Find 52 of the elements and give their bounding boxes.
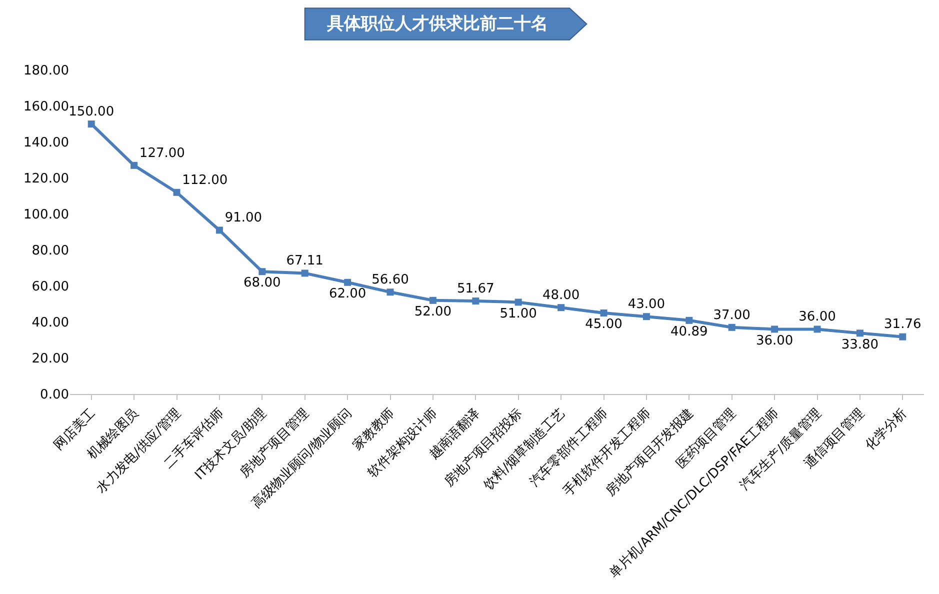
y-tick-label: 100.00 [24, 208, 69, 223]
point [728, 324, 736, 331]
text: 91.00 [224, 210, 262, 226]
text: 43.00 [628, 296, 666, 312]
text: 36.00 [798, 310, 836, 325]
text: 48.00 [542, 288, 580, 303]
y-tick-label: 180.00 [24, 64, 69, 79]
text: 51.00 [500, 306, 537, 322]
text: 112.00 [182, 172, 228, 188]
text: 31.76 [884, 317, 922, 332]
y-tick-label: 160.00 [24, 100, 69, 115]
chart-title: 具体职位人才供求比前二十名 [326, 14, 548, 34]
y-tick-label: 140.00 [24, 136, 69, 151]
point [472, 297, 480, 304]
y-tick-label: 80.00 [32, 244, 69, 259]
point [814, 326, 821, 333]
point [88, 120, 95, 128]
x-tick-label: 化学分析 [862, 406, 910, 454]
point [429, 296, 436, 304]
text: 62.00 [328, 286, 366, 302]
point [301, 270, 308, 277]
point [771, 326, 778, 333]
point [258, 268, 266, 276]
text: 150.00 [68, 104, 114, 120]
text: 45.00 [585, 317, 622, 332]
text: 67.11 [286, 254, 324, 269]
text: 51.67 [457, 281, 494, 296]
text: 40.89 [670, 324, 708, 340]
point [514, 298, 522, 306]
point [642, 313, 650, 320]
point [344, 278, 352, 286]
y-tick-label: 120.00 [24, 172, 69, 187]
y-tick-label: 40.00 [32, 316, 69, 331]
text: 36.00 [756, 333, 794, 348]
point [216, 226, 223, 234]
point [173, 188, 180, 196]
point [558, 304, 565, 312]
y-tick-label: 0.00 [40, 388, 69, 403]
y-tick-label: 60.00 [32, 280, 69, 295]
text: 52.00 [414, 304, 452, 320]
y-tick-label: 20.00 [32, 352, 69, 367]
point [899, 333, 906, 340]
text: 68.00 [244, 276, 281, 291]
point [856, 330, 864, 337]
point [686, 316, 693, 324]
text: 37.00 [713, 308, 750, 323]
text: 56.60 [372, 272, 409, 288]
point [600, 310, 608, 316]
point [386, 288, 394, 296]
point [130, 162, 138, 169]
text: 127.00 [139, 146, 185, 161]
text: 33.80 [841, 337, 879, 352]
